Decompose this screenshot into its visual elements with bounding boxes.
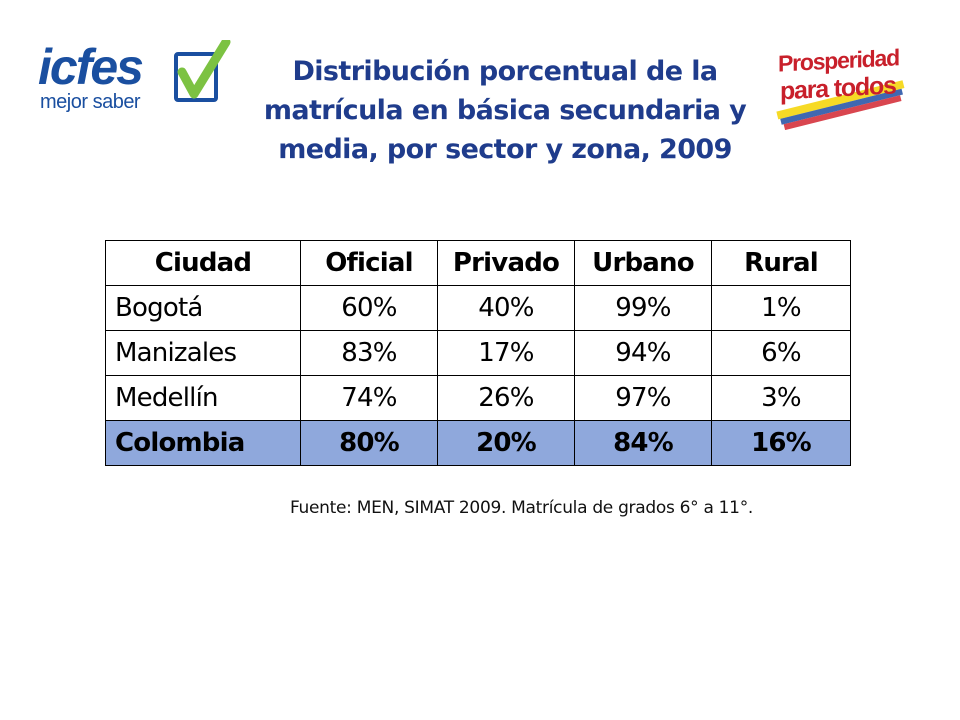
cell-urbano: 99% bbox=[574, 285, 712, 331]
prosperidad-line1: Prosperidad bbox=[778, 44, 899, 76]
icfes-brand-text: icfes bbox=[38, 40, 143, 95]
prosperidad-logo: Prosperidad para todos bbox=[776, 44, 905, 130]
page-title: Distribución porcentual de la matrícula … bbox=[255, 52, 755, 169]
cell-city: Medellín bbox=[105, 375, 301, 421]
total-cell-urbano: 84% bbox=[574, 420, 712, 466]
icfes-tagline-text: mejor saber bbox=[40, 91, 141, 113]
title-line-1: Distribución porcentual de la bbox=[292, 56, 718, 87]
header-rural: Rural bbox=[711, 240, 851, 286]
enrollment-table: Ciudad Oficial Privado Urbano Rural Bogo… bbox=[105, 240, 851, 466]
total-cell-oficial: 80% bbox=[300, 420, 438, 466]
header-urbano: Urbano bbox=[574, 240, 712, 286]
table-total-row: Colombia 80% 20% 84% 16% bbox=[105, 420, 851, 466]
table-header-row: Ciudad Oficial Privado Urbano Rural bbox=[105, 240, 851, 286]
cell-privado: 26% bbox=[437, 375, 575, 421]
cell-oficial: 83% bbox=[300, 330, 438, 376]
cell-urbano: 97% bbox=[574, 375, 712, 421]
icfes-logo: icfes mejor saber bbox=[38, 40, 231, 113]
title-line-3: media, por sector y zona, 2009 bbox=[278, 134, 732, 165]
total-cell-rural: 16% bbox=[711, 420, 851, 466]
cell-oficial: 60% bbox=[300, 285, 438, 331]
cell-privado: 17% bbox=[437, 330, 575, 376]
cell-urbano: 94% bbox=[574, 330, 712, 376]
table-row: Medellín 74% 26% 97% 3% bbox=[105, 375, 851, 421]
total-cell-city: Colombia bbox=[105, 420, 301, 466]
flag-stripes-icon bbox=[776, 80, 905, 130]
table-row: Bogotá 60% 40% 99% 1% bbox=[105, 285, 851, 331]
source-note: Fuente: MEN, SIMAT 2009. Matrícula de gr… bbox=[290, 498, 753, 518]
header-oficial: Oficial bbox=[300, 240, 438, 286]
table-row: Manizales 83% 17% 94% 6% bbox=[105, 330, 851, 376]
prosperidad-line2: para todos bbox=[780, 71, 896, 105]
cell-oficial: 74% bbox=[300, 375, 438, 421]
title-line-2: matrícula en básica secundaria y bbox=[263, 95, 747, 126]
cell-city: Manizales bbox=[105, 330, 301, 376]
cell-privado: 40% bbox=[437, 285, 575, 331]
cell-city: Bogotá bbox=[105, 285, 301, 331]
cell-rural: 1% bbox=[711, 285, 851, 331]
check-icon bbox=[174, 40, 231, 102]
header-ciudad: Ciudad bbox=[105, 240, 301, 286]
cell-rural: 3% bbox=[711, 375, 851, 421]
header-privado: Privado bbox=[437, 240, 575, 286]
cell-rural: 6% bbox=[711, 330, 851, 376]
total-cell-privado: 20% bbox=[437, 420, 575, 466]
